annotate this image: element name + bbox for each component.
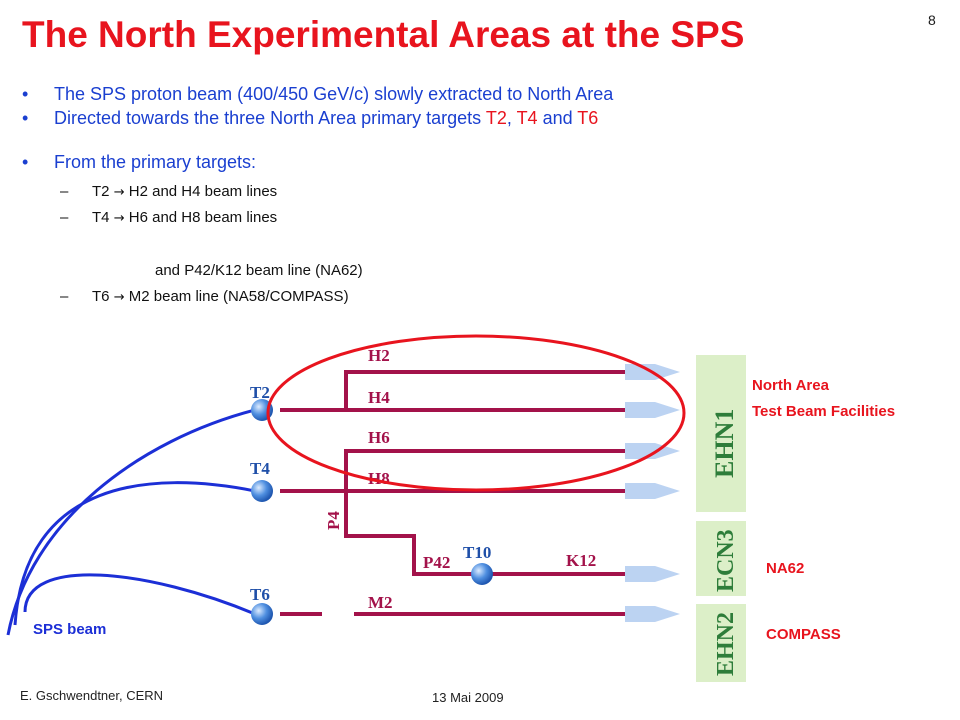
sub-from: T4: [92, 209, 110, 226]
sub-text: T4 → H6 and H8 beam lines: [92, 209, 277, 226]
footer-author: E. Gschwendtner, CERN: [20, 688, 164, 703]
h2-label: H2: [368, 346, 390, 365]
k12-label: K12: [566, 551, 596, 570]
bullet-text: Directed towards the three North Area pr…: [54, 108, 598, 129]
bullet-text-part: and: [537, 108, 578, 128]
arrow-h6-icon: [625, 443, 680, 459]
arrow-k12-icon: [625, 566, 680, 582]
sub-dash: –: [60, 183, 69, 200]
t10-label: T10: [463, 543, 491, 562]
arrow-h8-icon: [625, 483, 680, 499]
test-beam-facilities-label: Test Beam Facilities: [752, 403, 895, 420]
arrow-m2-icon: [625, 606, 680, 622]
bullet-text-part: Directed towards the three North Area pr…: [54, 108, 486, 128]
target-t4-label: T4: [516, 108, 538, 128]
sub-to: M2 beam line (NA58/COMPASS): [128, 288, 349, 305]
bullet-dot: •: [22, 152, 29, 172]
bullet-text: From the primary targets:: [54, 152, 257, 172]
sub-from: T2: [92, 183, 110, 200]
m2-label: M2: [368, 593, 393, 612]
hall-ecn3-box: [696, 521, 746, 596]
h4-label: H4: [368, 388, 390, 407]
sub-dash: –: [60, 288, 69, 305]
arrow-icon: →: [113, 290, 125, 305]
arrow-icon: →: [113, 211, 125, 226]
t2-label: T2: [250, 383, 270, 402]
sps-beam-t4-curve: [13, 481, 256, 626]
arrow-icon: →: [113, 185, 125, 200]
hall-ehn2-label: EHN2: [713, 612, 739, 676]
arrow-h4-icon: [625, 402, 680, 418]
bullet-text: The SPS proton beam (400/450 GeV/c) slow…: [54, 84, 614, 104]
sub-text: T2 → H2 and H4 beam lines: [92, 183, 277, 200]
target-t4-icon: [251, 480, 273, 502]
hall-ecn3-label: ECN3: [713, 529, 739, 592]
highlight-ellipse: [266, 334, 686, 492]
p4-label: P4: [324, 511, 343, 530]
sub-from: T6: [92, 288, 110, 305]
sub-to: H2 and H4 beam lines: [128, 183, 278, 200]
beamline-h6: [344, 449, 625, 491]
t4-label: T4: [250, 459, 270, 478]
p42-label: P42: [423, 553, 450, 572]
beamline-diagram: EHN1 ECN3 EHN2 T2 T4 T6 T10 H2: [6, 334, 895, 682]
hall-ehn1-label: EHN1: [710, 409, 739, 478]
sub-item-continuation: and P42/K12 beam line (NA62): [155, 262, 363, 279]
slide-number: 8: [928, 12, 936, 28]
target-t10-icon: [471, 563, 493, 585]
sps-beam-label: SPS beam: [33, 621, 106, 638]
bullet-dot: •: [22, 84, 29, 104]
hall-ehn1-box: [696, 355, 746, 512]
hall-ehn2-box: [696, 604, 746, 682]
na62-label: NA62: [766, 560, 804, 577]
north-area-label: North Area: [752, 377, 830, 394]
sub-text: and P42/K12 beam line (NA62): [155, 262, 363, 279]
beamline-h2: [344, 370, 625, 410]
target-t2-label: T2: [485, 108, 507, 128]
sps-beam-t6-curve: [23, 573, 256, 616]
sub-text: T6 → M2 beam line (NA58/COMPASS): [92, 288, 349, 305]
compass-label: COMPASS: [766, 626, 841, 643]
sub-to: H6 and H8 beam lines: [128, 209, 278, 226]
bullet-dot: •: [22, 108, 29, 128]
bullet-text-part: ,: [506, 108, 517, 128]
t6-label: T6: [250, 585, 270, 604]
slide-title: The North Experimental Areas at the SPS: [22, 14, 745, 55]
target-t6-label: T6: [577, 108, 599, 128]
footer-date: 13 Mai 2009: [432, 690, 504, 705]
target-t6-icon: [251, 603, 273, 625]
h6-label: H6: [368, 428, 390, 447]
sub-dash: –: [60, 209, 69, 226]
